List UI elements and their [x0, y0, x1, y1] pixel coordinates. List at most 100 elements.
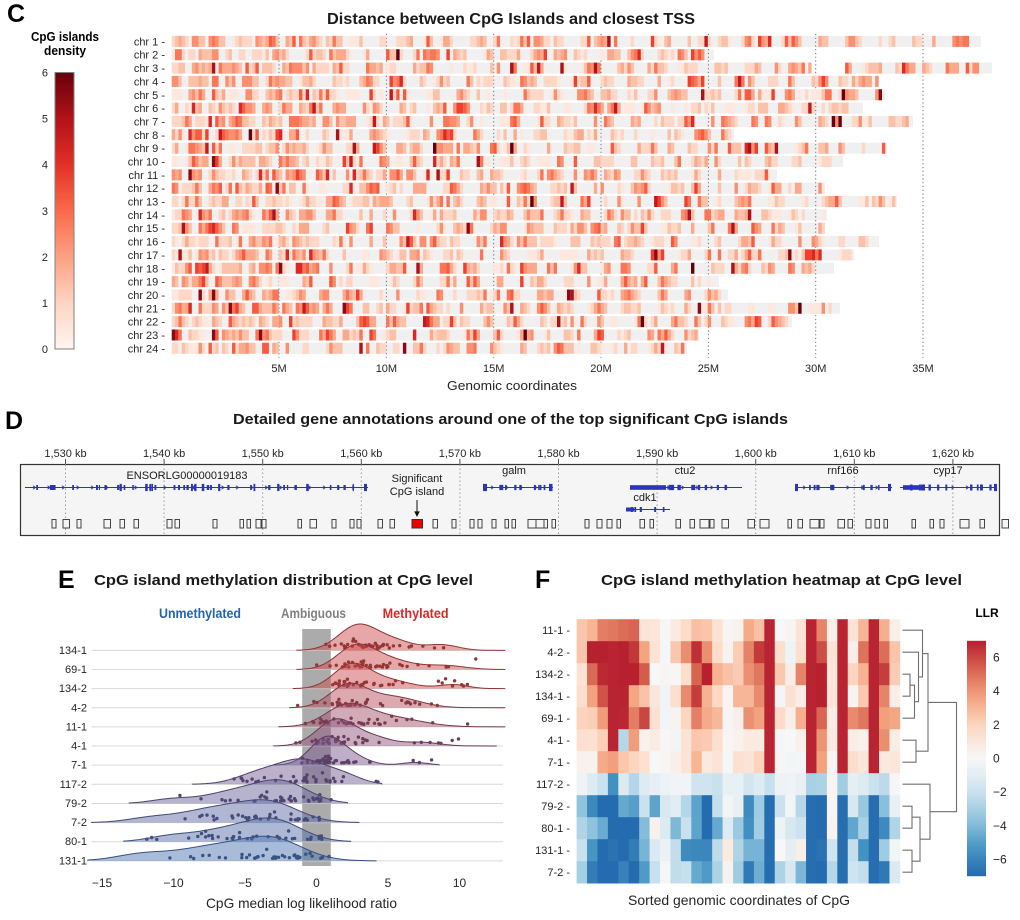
svg-text:Methylated: Methylated [383, 606, 449, 621]
svg-text:Genomic coordinates: Genomic coordinates [447, 378, 578, 393]
svg-text:5M: 5M [271, 363, 286, 375]
svg-text:5: 5 [42, 114, 48, 126]
svg-text:cyp17: cyp17 [933, 465, 962, 477]
svg-text:1,600 kb: 1,600 kb [735, 448, 777, 460]
svg-text:chr 21 -: chr 21 - [128, 303, 166, 315]
svg-text:2: 2 [42, 252, 48, 264]
svg-text:chr 3 -: chr 3 - [134, 63, 166, 75]
svg-text:CpG median log likelihood rati: CpG median log likelihood ratio [206, 895, 397, 911]
svg-text:1,610 kb: 1,610 kb [833, 448, 875, 460]
svg-text:7-2 -: 7-2 - [547, 867, 570, 879]
svg-text:chr 6 -: chr 6 - [134, 103, 166, 115]
svg-text:11-1 -: 11-1 - [542, 625, 570, 637]
svg-text:galm: galm [502, 465, 526, 477]
svg-text:25M: 25M [698, 363, 719, 375]
svg-text:1: 1 [42, 298, 48, 310]
svg-text:chr 16 -: chr 16 - [128, 237, 166, 249]
svg-text:7-1 -: 7-1 - [547, 757, 570, 769]
svg-text:134-1: 134-1 [59, 645, 87, 657]
svg-text:6: 6 [42, 68, 48, 80]
svg-text:LLR: LLR [975, 606, 999, 620]
svg-text:−2: −2 [993, 785, 1007, 799]
svg-text:chr 22 -: chr 22 - [128, 317, 166, 329]
svg-text:density: density [44, 44, 86, 58]
svg-text:79-2 -: 79-2 - [541, 801, 570, 813]
svg-text:ctu2: ctu2 [675, 465, 696, 477]
svg-text:131-1 -: 131-1 - [535, 845, 570, 857]
svg-text:1,560 kb: 1,560 kb [340, 448, 382, 460]
svg-text:1,620 kb: 1,620 kb [932, 448, 974, 460]
svg-text:C: C [7, 0, 25, 28]
svg-text:117-2: 117-2 [60, 779, 87, 791]
svg-text:0: 0 [313, 876, 320, 890]
svg-text:chr 9 -: chr 9 - [134, 143, 166, 155]
svg-text:3: 3 [42, 206, 48, 218]
svg-text:10M: 10M [376, 363, 397, 375]
svg-text:chr 18 -: chr 18 - [128, 263, 166, 275]
svg-text:4: 4 [993, 684, 1000, 698]
svg-text:chr 10 -: chr 10 - [128, 157, 166, 169]
svg-text:35M: 35M [912, 363, 933, 375]
svg-text:chr 1 -: chr 1 - [134, 36, 166, 48]
svg-text:2: 2 [993, 718, 1000, 732]
svg-text:4: 4 [42, 160, 48, 172]
svg-text:11-1: 11-1 [66, 721, 87, 733]
svg-text:chr 23 -: chr 23 - [128, 330, 166, 342]
svg-text:chr 13 -: chr 13 - [128, 197, 166, 209]
svg-text:15M: 15M [483, 363, 504, 375]
svg-text:1,530 kb: 1,530 kb [44, 448, 86, 460]
svg-text:ENSORLG00000019183: ENSORLG00000019183 [126, 470, 247, 482]
svg-text:1,590 kb: 1,590 kb [636, 448, 678, 460]
svg-text:1,550 kb: 1,550 kb [242, 448, 284, 460]
svg-text:cdk1: cdk1 [633, 492, 656, 504]
svg-text:chr 4 -: chr 4 - [134, 76, 166, 88]
svg-text:6: 6 [993, 651, 1000, 665]
svg-text:10: 10 [453, 876, 467, 890]
svg-text:−5: −5 [238, 876, 252, 890]
svg-text:131-1: 131-1 [59, 855, 87, 867]
svg-text:−6: −6 [993, 852, 1007, 866]
svg-text:chr 17 -: chr 17 - [128, 250, 166, 262]
svg-text:CpG islands: CpG islands [31, 30, 99, 44]
svg-text:117-2 -: 117-2 - [536, 779, 570, 791]
svg-text:chr 12 -: chr 12 - [128, 183, 166, 195]
svg-text:chr 14 -: chr 14 - [128, 210, 166, 222]
svg-text:1,540 kb: 1,540 kb [143, 448, 185, 460]
svg-text:80-1 -: 80-1 - [541, 823, 570, 835]
svg-text:5: 5 [385, 876, 392, 890]
svg-text:chr 15 -: chr 15 - [128, 223, 166, 235]
svg-text:rnf166: rnf166 [827, 465, 858, 477]
svg-text:chr 5 -: chr 5 - [134, 90, 166, 102]
svg-text:CpG island: CpG island [390, 486, 444, 498]
svg-text:80-1: 80-1 [65, 836, 87, 848]
svg-text:4-1 -: 4-1 - [547, 735, 570, 747]
svg-text:CpG island methylation distrib: CpG island methylation distribution at C… [94, 572, 473, 589]
svg-text:−15: −15 [92, 876, 113, 890]
svg-text:134-2: 134-2 [59, 683, 87, 695]
svg-text:30M: 30M [805, 363, 826, 375]
svg-text:Sorted genomic coordinates of: Sorted genomic coordinates of CpG [628, 892, 850, 908]
svg-text:chr 7 -: chr 7 - [134, 117, 166, 129]
svg-text:E: E [58, 566, 75, 594]
svg-text:Significant: Significant [392, 473, 443, 485]
svg-text:134-2 -: 134-2 - [535, 669, 570, 681]
svg-text:chr 24 -: chr 24 - [128, 343, 166, 355]
svg-text:0: 0 [42, 344, 48, 356]
svg-text:1,580 kb: 1,580 kb [537, 448, 579, 460]
svg-text:134-1 -: 134-1 - [535, 691, 570, 703]
svg-text:chr 11 -: chr 11 - [129, 170, 166, 182]
svg-text:0: 0 [993, 752, 1000, 766]
svg-text:79-2: 79-2 [65, 798, 87, 810]
svg-text:4-2: 4-2 [71, 702, 87, 714]
svg-text:4-2 -: 4-2 - [547, 647, 570, 659]
svg-text:D: D [5, 407, 23, 435]
svg-text:chr 19 -: chr 19 - [128, 277, 166, 289]
svg-text:chr 20 -: chr 20 - [128, 290, 166, 302]
svg-text:chr 2 -: chr 2 - [134, 50, 166, 62]
svg-text:Ambiguous: Ambiguous [281, 606, 346, 621]
svg-text:4-1: 4-1 [71, 741, 87, 753]
svg-text:−4: −4 [993, 819, 1007, 833]
svg-text:Distance between CpG Islands a: Distance between CpG Islands and closest… [327, 11, 695, 28]
svg-text:69-1 -: 69-1 - [541, 713, 570, 725]
svg-text:chr 8 -: chr 8 - [134, 130, 166, 142]
